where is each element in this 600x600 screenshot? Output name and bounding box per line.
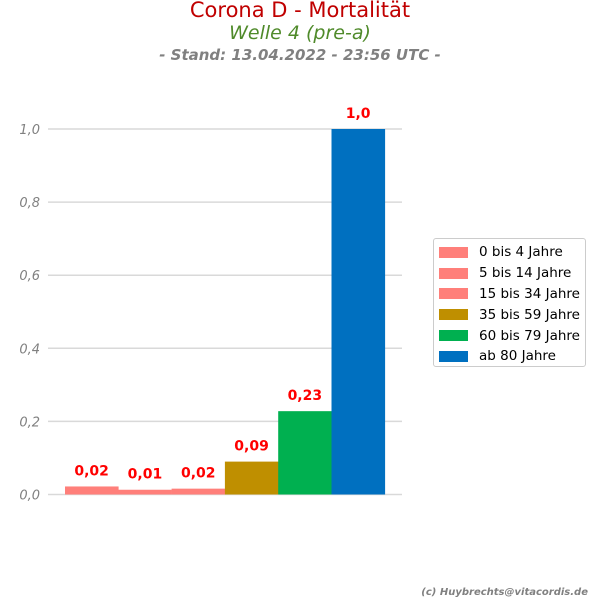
legend-item: 0 bis 4 Jahre bbox=[434, 242, 585, 263]
data-label: 0,09 bbox=[234, 439, 269, 455]
data-label: 1,0 bbox=[346, 106, 371, 122]
chart-subtitle: Welle 4 (pre-a) bbox=[229, 22, 371, 44]
y-tick-label: 0,4 bbox=[19, 342, 40, 357]
legend-item: ab 80 Jahre bbox=[434, 346, 585, 367]
chart-title: Corona D - Mortalität bbox=[189, 0, 411, 22]
legend: 0 bis 4 Jahre 5 bis 14 Jahre 15 bis 34 Jah… bbox=[433, 238, 586, 367]
bar bbox=[65, 486, 119, 495]
data-label: 0,02 bbox=[181, 466, 216, 482]
legend-swatch bbox=[439, 350, 468, 362]
legend-swatch bbox=[439, 288, 468, 300]
y-tick-label: 0,8 bbox=[19, 196, 40, 211]
legend-item: 15 bis 34 Jahre bbox=[434, 284, 585, 305]
bar bbox=[224, 461, 279, 495]
copyright-credit: (c) Huybrechts@vitacordis.de bbox=[421, 587, 588, 598]
legend-label: 0 bis 4 Jahre bbox=[479, 244, 563, 261]
legend-label: 5 bis 14 Jahre bbox=[479, 265, 572, 282]
y-tick-label: 0,6 bbox=[19, 269, 40, 284]
chart-date-stand: - Stand: 13.04.2022 - 23:56 UTC - bbox=[159, 46, 441, 64]
y-tick-label: 1,0 bbox=[19, 123, 40, 138]
y-tick-label: 0,0 bbox=[19, 489, 40, 504]
y-tick-label: 0,2 bbox=[19, 415, 40, 430]
bar bbox=[171, 488, 226, 495]
legend-label: 15 bis 34 Jahre bbox=[479, 285, 580, 302]
legend-label: ab 80 Jahre bbox=[479, 348, 556, 365]
legend-swatch bbox=[439, 309, 468, 321]
data-label: 0,01 bbox=[128, 467, 163, 483]
data-label: 0,23 bbox=[288, 388, 323, 404]
legend-item: 5 bis 14 Jahre bbox=[434, 263, 585, 284]
bar bbox=[278, 411, 332, 495]
data-label: 0,02 bbox=[74, 463, 109, 479]
legend-item: 60 bis 79 Jahre bbox=[434, 325, 585, 346]
legend-item: 35 bis 59 Jahre bbox=[434, 304, 585, 325]
legend-label: 60 bis 79 Jahre bbox=[479, 327, 580, 344]
legend-swatch bbox=[439, 330, 468, 342]
legend-swatch bbox=[439, 246, 468, 258]
legend-label: 35 bis 59 Jahre bbox=[479, 306, 580, 323]
bar bbox=[118, 489, 172, 495]
legend-swatch bbox=[439, 267, 468, 279]
bar bbox=[331, 129, 386, 495]
